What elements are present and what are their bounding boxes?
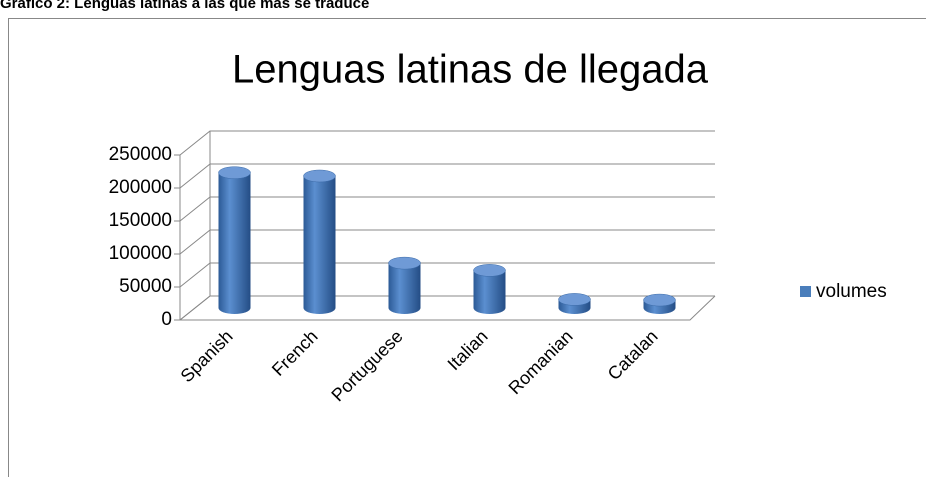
grid-line — [180, 197, 715, 221]
bar — [304, 176, 336, 314]
bar-top — [304, 170, 336, 182]
bar-top — [644, 294, 676, 306]
x-tick-label: Spanish — [177, 326, 237, 386]
bar — [389, 263, 421, 314]
y-tick-label: 200000 — [109, 177, 172, 198]
legend-label: volumes — [816, 281, 887, 302]
legend-swatch — [800, 286, 811, 297]
grid-line — [180, 296, 715, 320]
back-wall — [180, 131, 210, 320]
y-tick-label: 0 — [161, 309, 172, 330]
grid-line — [180, 131, 715, 155]
bar — [474, 270, 506, 314]
x-tick-label: French — [268, 326, 322, 380]
y-tick-label: 150000 — [109, 210, 172, 231]
grid-line — [180, 263, 715, 287]
x-tick-label: Portuguese — [327, 326, 406, 405]
bar-top — [474, 264, 506, 276]
bar — [219, 173, 251, 314]
bar-top — [559, 293, 591, 305]
x-tick-label: Italian — [444, 326, 492, 374]
x-tick-label: Catalan — [604, 326, 662, 384]
floor — [180, 296, 715, 320]
y-tick-label: 250000 — [109, 144, 172, 165]
bar-top — [219, 167, 251, 179]
chart-title: Lenguas latinas de llegada — [232, 48, 709, 92]
grid-line — [180, 164, 715, 188]
bar-top — [389, 257, 421, 269]
caption: Gráfico 2: Lenguas latinas a las que más… — [0, 0, 369, 12]
grid-line — [180, 230, 715, 254]
y-tick-label: 100000 — [109, 243, 172, 264]
y-tick-label: 50000 — [119, 276, 172, 297]
x-tick-label: Romanian — [505, 326, 577, 398]
